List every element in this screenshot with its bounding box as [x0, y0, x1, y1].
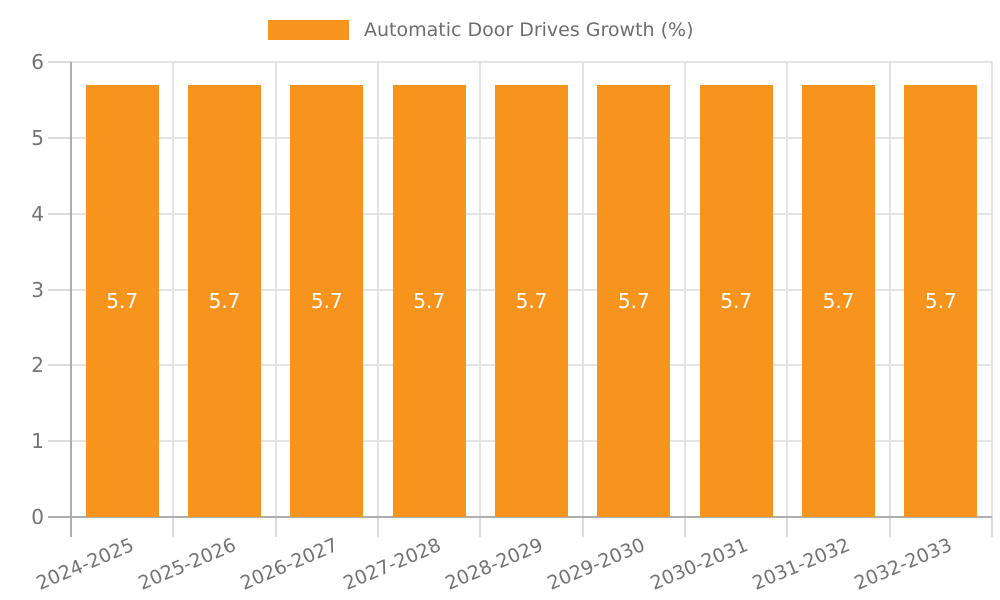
x-tick-label: 2032-2033: [851, 534, 956, 595]
x-axis-tick: [377, 517, 379, 537]
x-gridline: [377, 62, 379, 517]
bar[interactable]: [392, 84, 466, 517]
y-tick-label: 6: [31, 50, 44, 74]
y-axis-line: [70, 62, 72, 537]
x-tick-label: 2027-2028: [339, 534, 444, 595]
x-axis-tick: [684, 517, 686, 537]
x-axis-tick: [172, 517, 175, 537]
y-axis-tick: [48, 440, 71, 443]
bar[interactable]: [290, 84, 364, 517]
x-gridline: [581, 62, 584, 517]
x-tick-label: 2028-2029: [442, 534, 547, 595]
bar[interactable]: [904, 84, 978, 517]
x-axis-tick: [991, 517, 993, 537]
y-axis-tick: [48, 212, 71, 215]
y-tick-label: 2: [31, 353, 44, 378]
bar[interactable]: [699, 84, 773, 517]
y-axis-tick: [48, 364, 71, 367]
x-gridline: [172, 62, 175, 517]
bar[interactable]: [597, 84, 671, 517]
x-tick-label: 2029-2030: [544, 534, 649, 595]
bar[interactable]: [85, 84, 159, 517]
bar[interactable]: [188, 84, 261, 517]
y-axis-tick: [48, 136, 71, 139]
legend-item[interactable]: Automatic Door Drives Growth (%): [268, 19, 694, 41]
x-gridline: [786, 62, 789, 517]
x-tick-label: 2031-2032: [749, 534, 854, 595]
x-gridline: [479, 62, 482, 517]
x-axis-tick: [274, 517, 277, 537]
y-axis-tick: [48, 288, 71, 291]
y-gridline: [71, 61, 992, 63]
y-tick-label: 5: [31, 125, 44, 150]
x-axis-tick: [888, 517, 891, 537]
y-tick-label: 0: [31, 505, 44, 529]
y-tick-label: 3: [31, 277, 44, 302]
legend-label: Automatic Door Drives Growth (%): [364, 19, 694, 41]
bar[interactable]: [802, 84, 875, 517]
y-axis-tick: [48, 61, 71, 63]
y-tick-label: 1: [31, 429, 44, 454]
x-axis-tick: [479, 517, 482, 537]
x-tick-label: 2025-2026: [135, 534, 240, 595]
bar[interactable]: [495, 84, 568, 517]
x-axis-tick: [786, 517, 789, 537]
x-gridline: [274, 62, 277, 517]
x-tick-label: 2026-2027: [237, 534, 342, 595]
x-gridline: [684, 62, 686, 517]
x-tick-label: 2024-2025: [32, 534, 137, 595]
x-axis-line: [48, 516, 992, 518]
y-tick-label: 4: [31, 201, 44, 226]
x-gridline: [991, 62, 993, 517]
x-gridline: [888, 62, 891, 517]
legend-swatch-icon: [268, 20, 349, 40]
x-axis-tick: [581, 517, 584, 537]
x-tick-label: 2030-2031: [646, 534, 751, 595]
